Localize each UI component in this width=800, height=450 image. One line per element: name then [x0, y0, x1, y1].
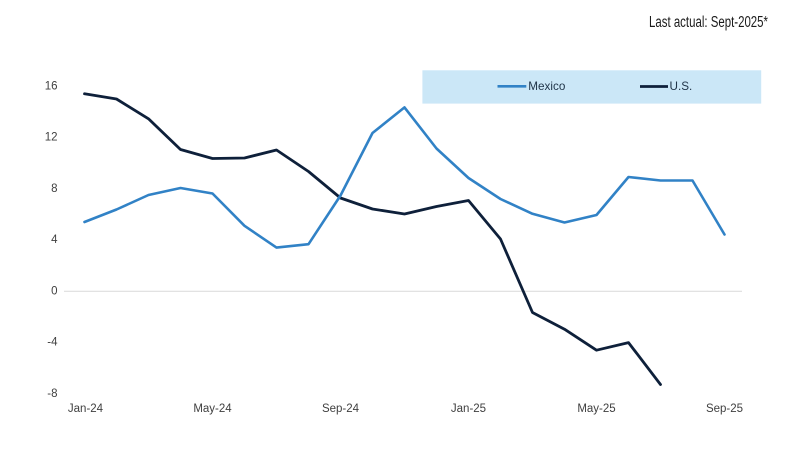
svg-text:-8: -8 — [47, 388, 57, 400]
svg-text:-4: -4 — [47, 337, 58, 349]
svg-text:Last actual: Sept-2025*: Last actual: Sept-2025* — [649, 14, 768, 31]
svg-text:0: 0 — [51, 285, 57, 297]
svg-text:16: 16 — [45, 80, 58, 92]
svg-text:Sep-24: Sep-24 — [322, 403, 360, 415]
svg-text:U.S.: U.S. — [670, 80, 693, 93]
svg-text:Jan-25: Jan-25 — [451, 403, 486, 415]
svg-text:Sep-25: Sep-25 — [706, 403, 743, 415]
svg-text:8: 8 — [51, 183, 57, 195]
svg-text:4: 4 — [51, 234, 58, 246]
svg-text:May-24: May-24 — [193, 403, 232, 415]
svg-text:12: 12 — [45, 132, 58, 144]
svg-text:Mexico: Mexico — [528, 80, 566, 93]
svg-text:Jan-24: Jan-24 — [68, 403, 104, 415]
svg-text:May-25: May-25 — [577, 403, 615, 415]
